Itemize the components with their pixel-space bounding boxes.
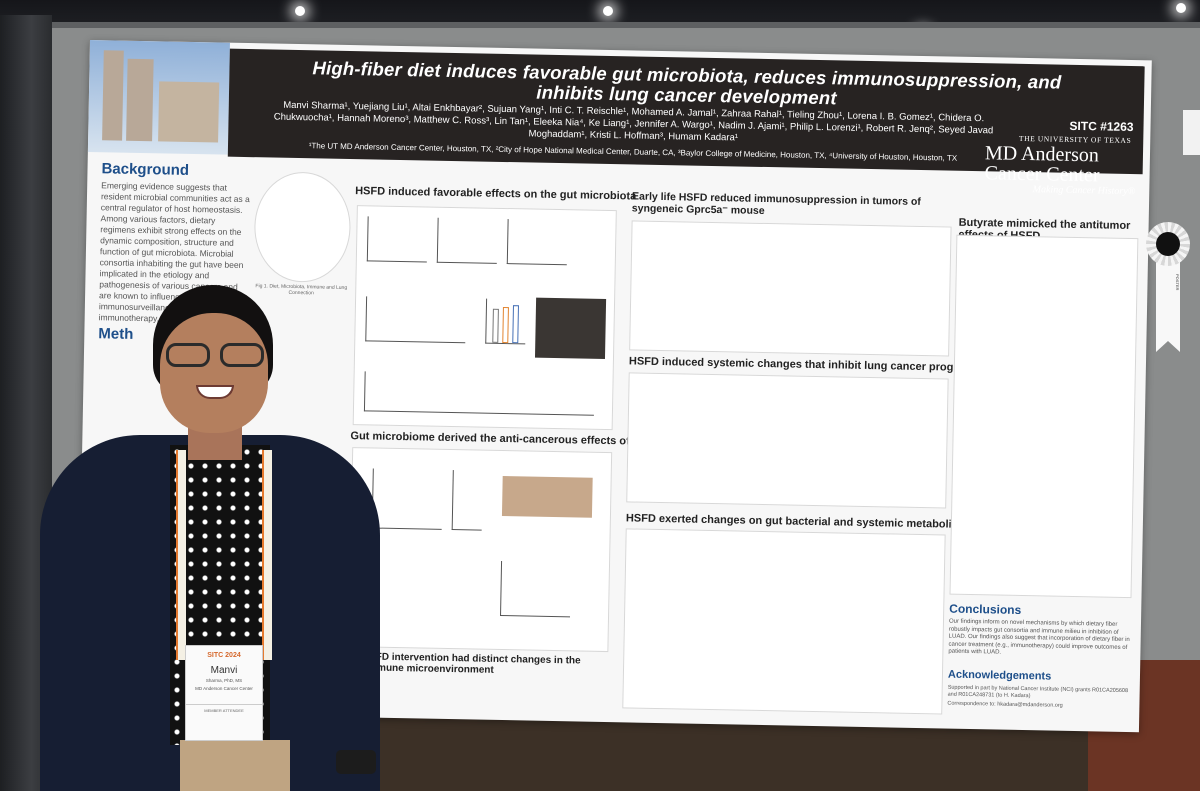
immune-cell-plots bbox=[363, 371, 595, 416]
figure-butyrate bbox=[949, 234, 1139, 599]
acknowledgements-text: Supported in part by National Cancer Ins… bbox=[947, 684, 1129, 700]
lanyard bbox=[262, 450, 272, 660]
colon-length-plot bbox=[485, 298, 527, 345]
watch-icon bbox=[336, 750, 376, 774]
glasses-lens bbox=[166, 343, 210, 367]
colon-length-plot bbox=[451, 470, 483, 531]
pca-plot bbox=[436, 217, 498, 264]
fig1-diagram bbox=[253, 171, 352, 284]
award-rosette: POSTER bbox=[1146, 222, 1190, 352]
conclusions-text: Our findings inform on novel mechanisms … bbox=[948, 618, 1130, 656]
tagline: Making Cancer History® bbox=[1032, 184, 1136, 198]
institution-logo: MD Anderson Cancer Center bbox=[984, 142, 1135, 187]
figure-systemic bbox=[626, 372, 949, 509]
colon-photo bbox=[534, 297, 607, 359]
rosette-ribbon bbox=[1156, 260, 1180, 352]
ceiling-light bbox=[295, 6, 305, 16]
bar bbox=[492, 308, 499, 343]
name-badge: SITC 2024 Manvi Sharma, PhD, MS MD Ander… bbox=[185, 645, 263, 741]
acknowledgements-heading: Acknowledgements bbox=[947, 668, 1052, 683]
pca-plot bbox=[366, 216, 428, 263]
rosette-center bbox=[1156, 232, 1180, 256]
badge-role: MEMBER ATTENDEE bbox=[186, 704, 262, 713]
logo-line-2: Cancer Center bbox=[984, 162, 1100, 187]
building-photo bbox=[87, 40, 230, 155]
abstract-number: SITC #1263 bbox=[1069, 118, 1134, 135]
section-early-life: Early life HSFD reduced immunosuppressio… bbox=[631, 190, 921, 217]
badge-brand: SITC 2024 bbox=[207, 652, 241, 659]
presenter: SITC 2024 Manvi Sharma, PhD, MS MD Ander… bbox=[40, 285, 390, 791]
glasses-lens bbox=[220, 343, 264, 367]
correspondence-text: Correspondence to: hkadara@mdanderson.or… bbox=[947, 700, 1063, 709]
section-microbiota: HSFD induced favorable effects on the gu… bbox=[355, 185, 637, 203]
glasses-icon bbox=[166, 343, 266, 367]
building-base bbox=[158, 81, 220, 143]
ceiling-light bbox=[1176, 3, 1186, 13]
badge-name: Manvi bbox=[210, 665, 238, 676]
figure-metabolites bbox=[622, 528, 946, 715]
poster-header: High-fiber diet induces favorable gut mi… bbox=[227, 48, 1145, 186]
lanyard bbox=[176, 450, 186, 660]
paper-note bbox=[1183, 110, 1200, 155]
bar bbox=[502, 306, 509, 344]
pca-plot bbox=[506, 219, 568, 266]
presenter-face bbox=[160, 313, 268, 433]
badge-subtitle: Sharma, PhD, MS bbox=[205, 678, 243, 683]
section-anticancer: Gut microbiome derived the anti-cancerou… bbox=[350, 430, 663, 449]
colon-photo bbox=[501, 476, 593, 518]
bar bbox=[512, 305, 519, 344]
badge-institution: MD Anderson Cancer Center bbox=[195, 686, 253, 691]
conclusions-heading: Conclusions bbox=[949, 601, 1022, 617]
figure-microbiota bbox=[352, 205, 617, 431]
tumor-volume-plot bbox=[500, 560, 572, 618]
background-heading: Background bbox=[101, 160, 190, 179]
figure-early-life bbox=[629, 220, 952, 357]
rosette-label: POSTER bbox=[1175, 274, 1180, 291]
presenter-trousers bbox=[180, 740, 290, 791]
section-systemic: HSFD induced systemic changes that inhib… bbox=[628, 355, 993, 375]
ceiling-light bbox=[603, 6, 613, 16]
building-tower bbox=[126, 58, 154, 142]
building-tower bbox=[102, 50, 124, 141]
section-metabolites: HSFD exerted changes on gut bacterial an… bbox=[625, 512, 968, 531]
